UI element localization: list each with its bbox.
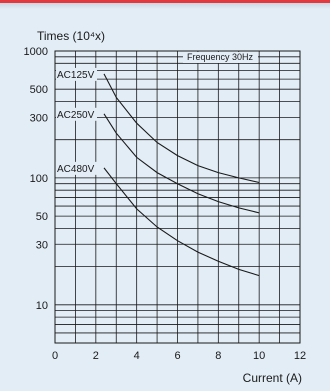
- series-label-bg: [56, 107, 97, 121]
- top-bar-shadow: [0, 3, 330, 9]
- x-axis-title: Current (A): [243, 371, 302, 385]
- x-tick-label: 8: [215, 350, 221, 362]
- x-tick-label: 10: [253, 350, 265, 362]
- y-tick-label: 10: [36, 300, 48, 312]
- x-tick-label: 6: [174, 350, 180, 362]
- y-tick-label: 1000: [24, 46, 48, 58]
- y-tick-label: 500: [30, 84, 48, 96]
- series-line: [103, 113, 260, 214]
- legend-box: [183, 52, 258, 63]
- series-label-bg: [56, 161, 97, 175]
- x-tick-label: 4: [134, 350, 140, 362]
- series-label-bg: [56, 67, 97, 81]
- y-tick-label: 50: [36, 211, 48, 223]
- x-tick-label: 0: [52, 350, 58, 362]
- legend-frequency: Frequency 30Hz: [187, 52, 254, 62]
- x-tick-label: 2: [93, 350, 99, 362]
- top-accent-bar: [0, 0, 330, 3]
- series-line: [103, 167, 260, 277]
- x-tick-label: 12: [294, 350, 306, 362]
- series: AC125V AC250V AC480V: [56, 67, 260, 277]
- series-label: AC480V: [57, 164, 95, 175]
- series-line: [103, 73, 260, 184]
- plot-frame: [54, 50, 301, 344]
- y-tick-label: 100: [30, 173, 48, 185]
- y-axis-title: Times (10⁴x): [37, 29, 105, 43]
- y-tick-label: 300: [30, 112, 48, 124]
- series-label: AC125V: [57, 70, 95, 81]
- y-tick-label: 30: [36, 239, 48, 251]
- series-label: AC250V: [57, 110, 95, 121]
- grid: [55, 51, 300, 343]
- tick-labels: 0 2 4 6 8 10 12 1000 500 300 100 50 30 10: [24, 46, 307, 362]
